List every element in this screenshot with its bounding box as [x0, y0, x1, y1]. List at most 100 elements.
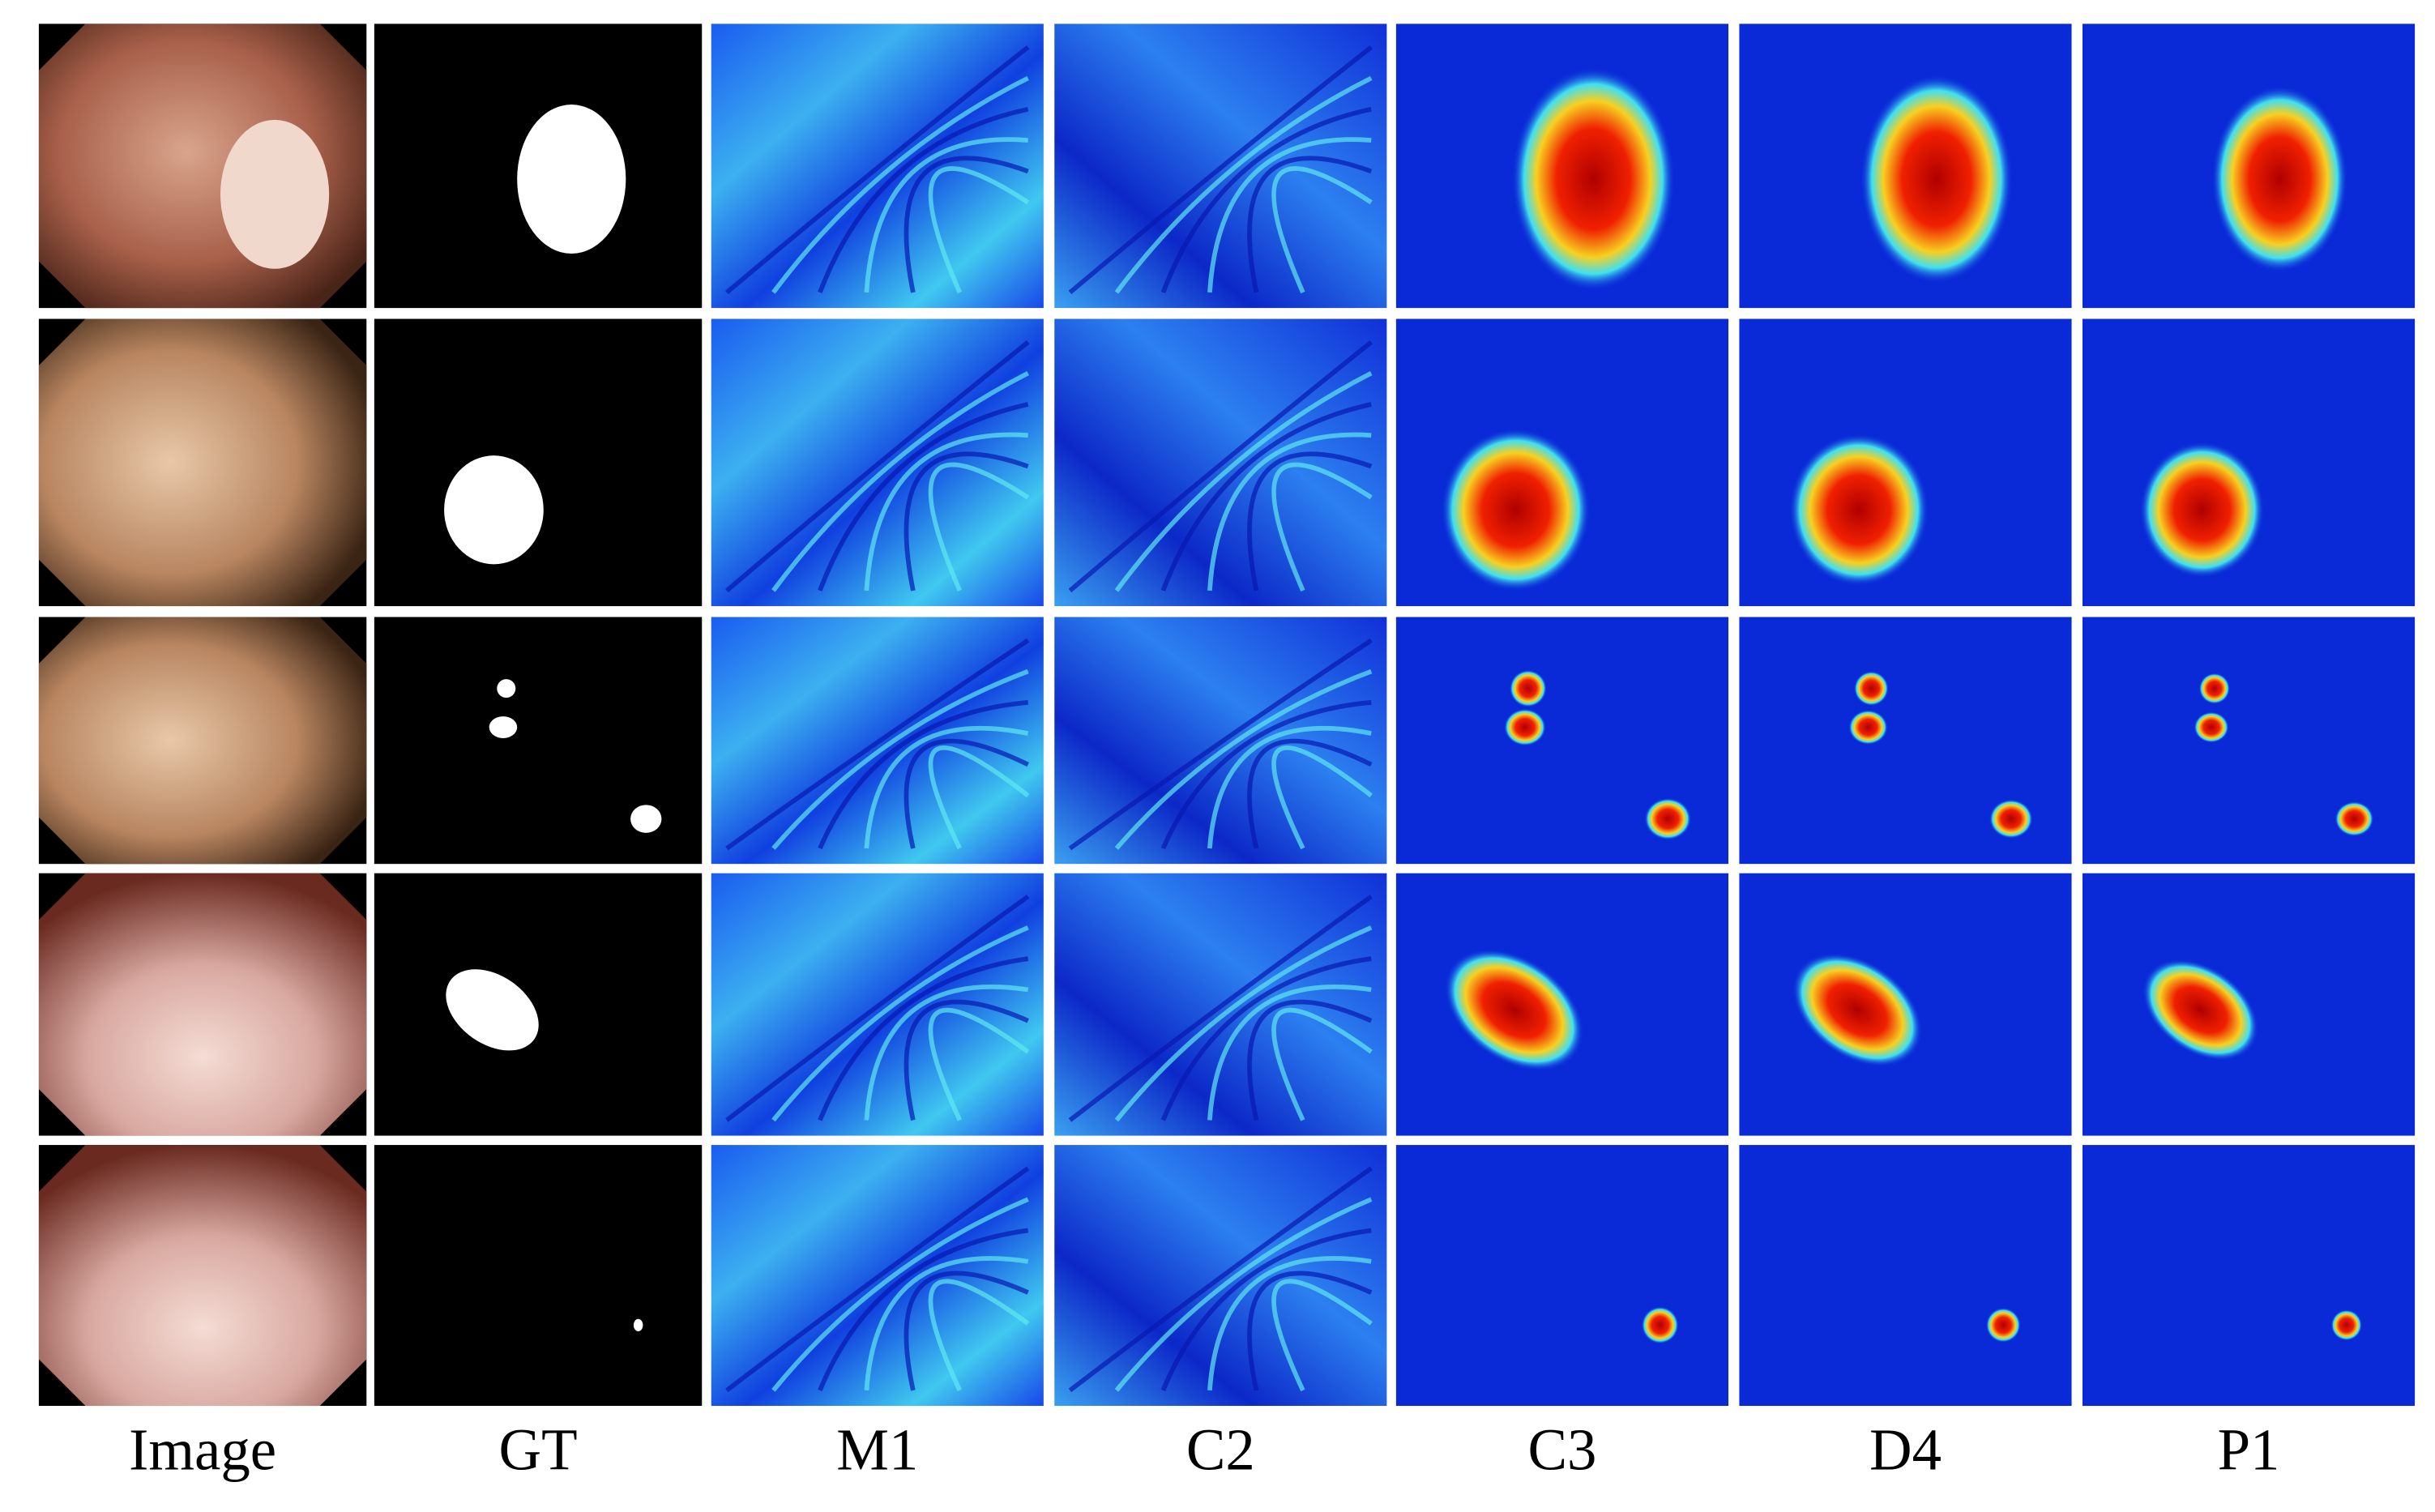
feature-edge	[1247, 1271, 1373, 1391]
feature-edge	[1207, 1256, 1372, 1391]
tile	[38, 873, 367, 1136]
tile	[1739, 873, 2072, 1136]
mask-region	[497, 679, 516, 698]
tile	[1054, 23, 1387, 309]
feature-edge	[1207, 985, 1372, 1121]
tile	[1739, 23, 2072, 309]
tile	[711, 23, 1044, 309]
column-label: C3	[1527, 1417, 1596, 1483]
heatmap-bg	[2082, 1145, 2416, 1407]
heatmap-region	[2139, 442, 2265, 579]
tile	[1395, 873, 1729, 1136]
feature-edge	[725, 638, 1030, 851]
feature-edge	[864, 1256, 1029, 1391]
feature-edge	[1207, 137, 1372, 293]
tile	[1739, 1145, 2072, 1407]
feature-edge	[1114, 75, 1373, 294]
heatmap-region	[1789, 434, 1929, 587]
tile	[1054, 1145, 1387, 1407]
feature-edge	[725, 45, 1030, 295]
heatmap-region	[2142, 959, 2259, 1061]
endoscopy-image	[38, 873, 367, 1136]
tile	[1054, 873, 1387, 1136]
heatmap-region	[1509, 669, 1547, 707]
feature-edge	[1114, 925, 1373, 1122]
tile	[374, 617, 703, 865]
tile-grid	[38, 23, 2416, 1407]
feature-edge	[904, 999, 1029, 1121]
tile	[2082, 873, 2416, 1136]
feature-edge	[771, 668, 1029, 850]
feature-edge	[818, 106, 1029, 293]
mask-region	[517, 105, 626, 254]
feature-edge	[1068, 895, 1373, 1122]
feature-edge	[1114, 1197, 1373, 1392]
tile	[38, 617, 367, 865]
heatmap-region	[2211, 86, 2348, 273]
tile	[2082, 23, 2416, 309]
mask-region	[633, 1318, 643, 1332]
column-labels: Image GT M1 C2 C3 D4 P1	[129, 1417, 2279, 1483]
mask-bg	[374, 1145, 703, 1407]
feature-edge	[1247, 999, 1373, 1121]
tile	[1395, 1145, 1729, 1407]
heatmap-region	[1860, 75, 2013, 284]
tile	[38, 318, 367, 607]
feature-edge	[1160, 956, 1372, 1121]
feature-edge	[1271, 166, 1373, 294]
feature-edge	[818, 1228, 1029, 1391]
feature-edge	[904, 451, 1029, 592]
feature-edge	[864, 137, 1028, 293]
feature-edge	[1207, 725, 1372, 849]
tile	[1395, 617, 1729, 865]
feature-edge	[1068, 340, 1373, 593]
feature-edge	[904, 738, 1029, 849]
tile	[2082, 1145, 2416, 1407]
tile	[374, 318, 703, 607]
heatmap-region	[2330, 1309, 2362, 1341]
feature-edge	[1247, 156, 1373, 293]
feature-edge	[1114, 371, 1373, 592]
feature-edge	[1271, 462, 1373, 592]
endoscopy-image	[38, 617, 367, 865]
feature-edge	[1068, 638, 1373, 851]
heatmap-region	[1792, 953, 1923, 1067]
tile	[2082, 617, 2416, 865]
tile	[711, 1145, 1044, 1407]
feature-edge	[818, 956, 1029, 1121]
feature-edge	[1114, 668, 1373, 850]
feature-edge	[928, 1007, 1030, 1121]
heatmap-region	[1504, 708, 1546, 746]
heatmap-region	[2198, 673, 2231, 704]
heatmap-region	[1444, 949, 1584, 1071]
column-label: P1	[2218, 1417, 2280, 1483]
mask-region	[444, 455, 544, 565]
feature-edge	[1068, 1166, 1373, 1393]
heatmap-region	[1511, 67, 1675, 292]
heatmap-region	[1848, 710, 1888, 745]
feature-edge	[771, 1197, 1029, 1392]
column-label: Image	[129, 1417, 276, 1483]
tile	[711, 318, 1044, 607]
column-label: GT	[499, 1417, 578, 1483]
feature-edge	[1160, 1228, 1372, 1391]
feature-edge	[1207, 432, 1372, 592]
feature-edge	[818, 700, 1028, 850]
heatmap-region	[2335, 801, 2374, 837]
heatmap-region	[1985, 1307, 2021, 1343]
tile	[711, 617, 1044, 865]
tile	[2082, 318, 2416, 607]
feature-edge	[928, 1279, 1030, 1392]
tile	[1739, 617, 2072, 865]
mask-bg	[374, 318, 703, 607]
polyp	[220, 119, 330, 269]
heatmap-region	[2194, 711, 2229, 743]
mask-region	[489, 716, 518, 738]
feature-edge	[928, 166, 1030, 294]
column-label: C2	[1186, 1417, 1255, 1483]
column-label: D4	[1869, 1417, 1942, 1483]
feature-edge	[904, 156, 1029, 293]
feature-edge	[771, 371, 1029, 592]
heatmap-region	[1853, 671, 1889, 707]
